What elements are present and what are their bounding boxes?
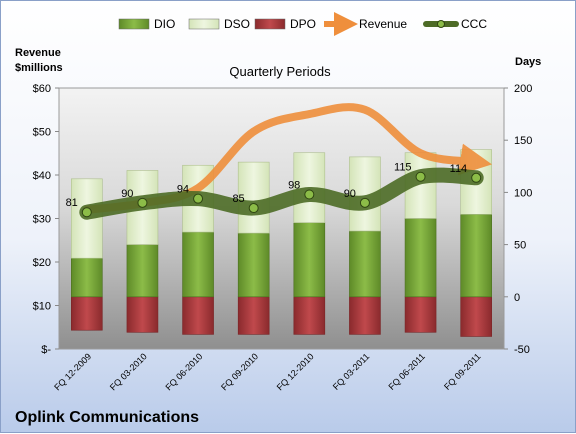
ccc-point: [359, 197, 370, 208]
bar-dio: [182, 231, 214, 298]
right-tick-label: 0: [514, 292, 520, 304]
category-label: FQ 12-2009: [52, 351, 93, 392]
left-tick-label: $60: [33, 83, 51, 95]
ccc-point: [415, 171, 426, 182]
category-label: FQ 06-2010: [163, 351, 204, 392]
ccc-point: [471, 172, 482, 183]
bar-dio: [126, 244, 159, 298]
bar-dio: [71, 257, 103, 298]
left-tick-label: $-: [41, 344, 51, 356]
bar-dio: [349, 230, 381, 298]
ccc-point: [193, 193, 204, 204]
bar-layer: [71, 149, 492, 337]
ccc-point: [304, 189, 315, 200]
ccc-data-label: 94: [177, 184, 189, 196]
left-tick-label: $10: [33, 301, 51, 313]
label-layer: 81 90 94 85 98 90 115 114: [66, 162, 468, 209]
bar-dio: [293, 222, 326, 298]
bar-dpo: [126, 296, 159, 333]
ccc-data-label: 81: [66, 197, 78, 209]
right-tick-label: 50: [514, 240, 526, 252]
bar-dpo: [237, 296, 270, 335]
legend-label-dso: DSO: [224, 17, 250, 31]
ccc-data-label: 90: [121, 188, 133, 200]
right-tick-label: 200: [514, 83, 532, 95]
ccc-point: [248, 203, 259, 214]
bar-dso: [237, 161, 270, 234]
bar-dpo: [404, 296, 437, 333]
right-tick-label: 150: [514, 135, 532, 147]
left-tick-label: $30: [33, 214, 51, 226]
category-label: FQ 12-2010: [275, 351, 316, 392]
legend-swatch-ccc-marker: [437, 20, 445, 28]
plot-area: [58, 87, 505, 350]
legend-label-revenue: Revenue: [359, 17, 407, 31]
legend-label-dpo: DPO: [290, 17, 316, 31]
ccc-data-label: 90: [344, 188, 356, 200]
bar-dpo: [182, 296, 214, 335]
company-name: Oplink Communications: [15, 409, 199, 426]
legend: DIO DSO DPO Revenue CCC: [118, 12, 487, 36]
legend-label-ccc: CCC: [461, 17, 487, 31]
category-label: FQ 09-2010: [219, 351, 260, 392]
bar-dio: [404, 218, 437, 298]
left-axis-label-line2: $millions: [15, 62, 63, 74]
category-label: FQ 03-2010: [108, 351, 149, 392]
right-tick-label: -50: [514, 344, 530, 356]
ccc-data-label: 85: [232, 193, 244, 205]
legend-swatch-dio: [118, 18, 150, 30]
right-tick-label: 100: [514, 187, 532, 199]
bar-dpo: [349, 296, 381, 335]
ccc-data-label: 115: [394, 162, 412, 174]
bar-dio: [460, 214, 492, 298]
legend-swatch-dpo: [254, 18, 286, 30]
left-tick-label: $40: [33, 170, 51, 182]
legend-label-dio: DIO: [154, 17, 175, 31]
bar-dpo: [71, 296, 103, 331]
bar-dpo: [460, 296, 492, 337]
ccc-data-label: 98: [288, 179, 300, 191]
left-tick-label: $20: [33, 257, 51, 269]
bar-dpo: [293, 296, 326, 335]
ccc-point: [137, 197, 148, 208]
ccc-point: [81, 207, 92, 218]
category-label: FQ 03-2011: [331, 351, 372, 392]
ccc-line: [79, 167, 484, 220]
chart-title: Quarterly Periods: [229, 64, 331, 79]
category-label: FQ 06-2011: [386, 351, 427, 392]
bar-dio: [237, 232, 270, 298]
left-axis-label-line1: Revenue: [15, 47, 61, 59]
category-label: FQ 09-2011: [442, 351, 483, 392]
line-layer: [79, 103, 492, 220]
legend-swatch-dso: [188, 18, 220, 30]
right-axis-label: Days: [515, 56, 541, 68]
ccc-data-label: 114: [450, 163, 468, 175]
bar-dso: [293, 152, 326, 223]
left-tick-label: $50: [33, 127, 51, 139]
